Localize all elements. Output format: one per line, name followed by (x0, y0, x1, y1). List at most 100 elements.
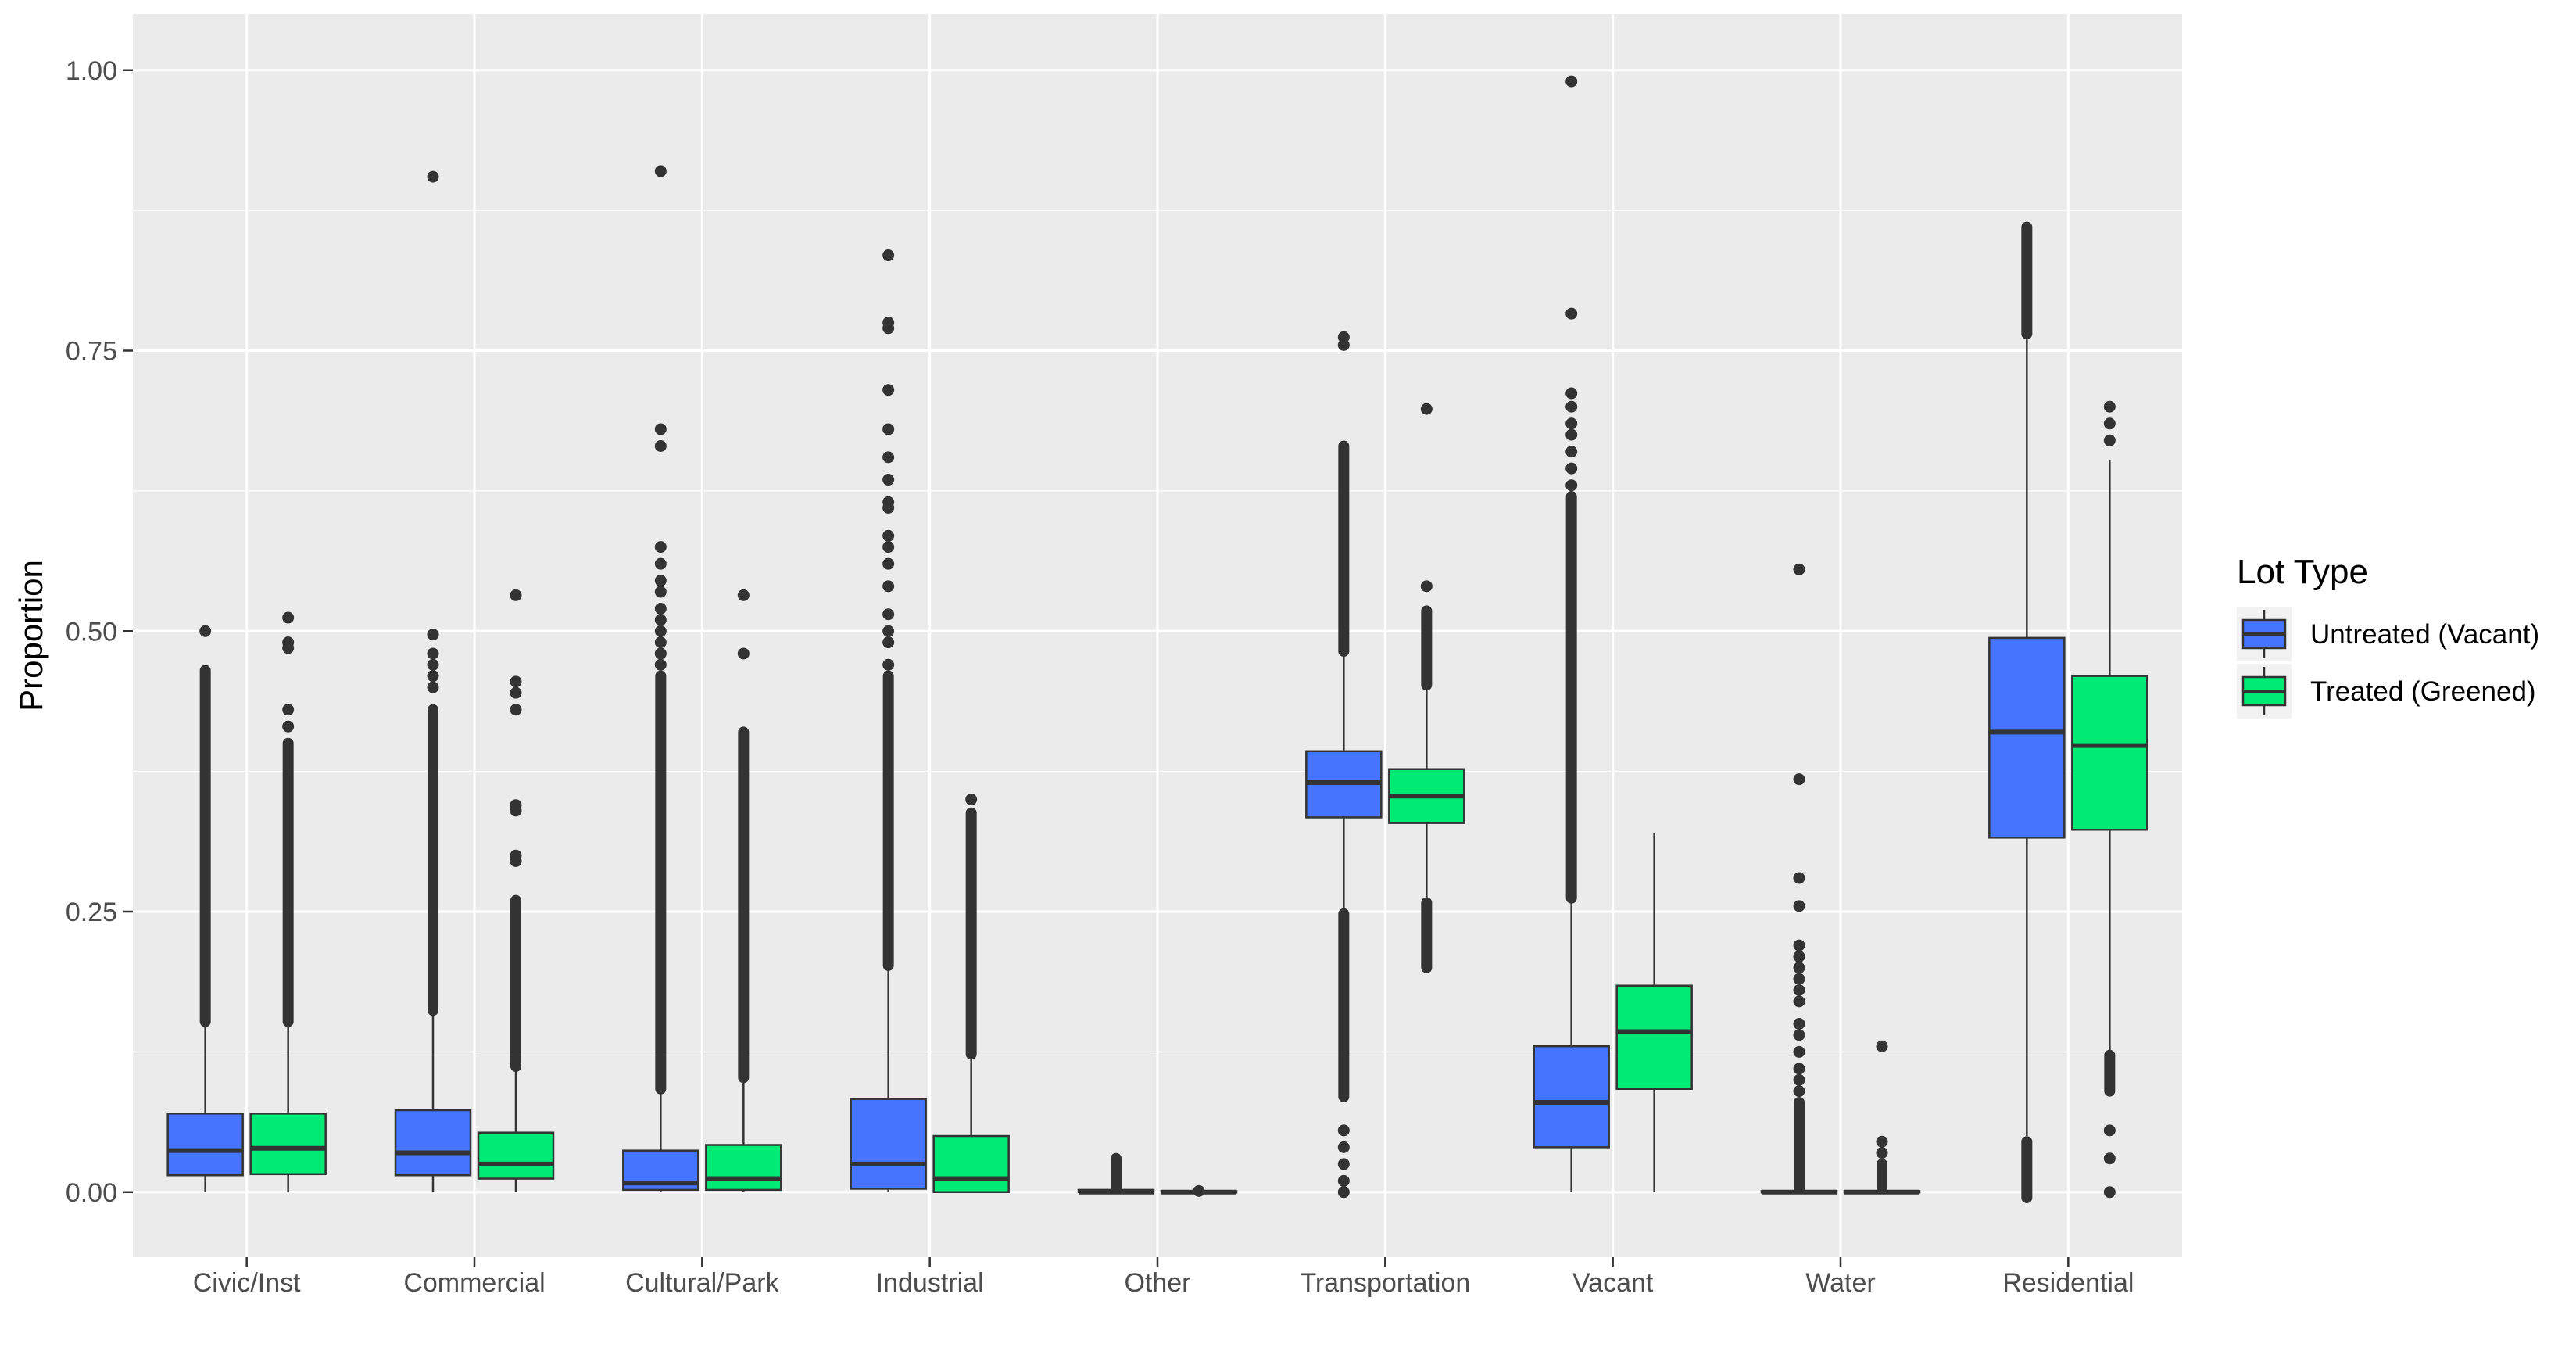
box-group (1160, 1184, 1238, 1197)
outlier-point (965, 794, 978, 806)
outlier-point (510, 799, 522, 812)
outlier-point (1793, 973, 1805, 985)
outlier-point (2103, 1152, 2116, 1165)
outlier-point (1565, 417, 1578, 430)
outlier-point (1337, 1141, 1350, 1153)
outlier-point (1793, 995, 1805, 1008)
y-tick-label: 0.00 (66, 1178, 117, 1208)
box-group (477, 589, 555, 1192)
x-tick-label: Vacant (1572, 1268, 1654, 1298)
box-group (249, 611, 327, 1192)
outlier-point (1565, 446, 1578, 458)
outlier-point (1793, 773, 1805, 786)
outlier-point (882, 557, 895, 570)
y-axis-title: Proportion (13, 560, 49, 711)
outlier-point (1876, 1040, 1888, 1052)
box (249, 1113, 327, 1176)
outlier-point (882, 529, 895, 542)
outlier-point (654, 647, 667, 660)
box-group (1533, 75, 1610, 1192)
outlier-point (1793, 1073, 1805, 1086)
outlier-point (427, 170, 439, 183)
outlier-point (882, 474, 895, 486)
outlier-point (1565, 307, 1578, 320)
outlier-point (1420, 403, 1433, 415)
outlier-point (1793, 1018, 1805, 1030)
box-group (1305, 331, 1383, 1199)
outlier-point (654, 614, 667, 626)
outlier-point (510, 589, 522, 601)
box-group (2071, 400, 2148, 1199)
box-group (1760, 563, 1838, 1195)
box-group (1388, 403, 1465, 973)
outlier-point (737, 589, 750, 601)
legend-label: Treated (Greened) (2310, 676, 2536, 707)
box-group (932, 794, 1010, 1194)
x-axis: Civic/Inst Commercial Cultural/Park Industr… (193, 1257, 2134, 1298)
box-group (1615, 833, 1693, 1192)
box (477, 1131, 555, 1180)
outlier-point (654, 165, 667, 177)
outlier-point (654, 439, 667, 452)
box (1988, 636, 2066, 839)
box (1533, 1045, 1610, 1149)
outlier-point (1193, 1184, 1205, 1197)
outlier-point (427, 658, 439, 671)
outlier-point (654, 603, 667, 615)
outlier-point (427, 629, 439, 641)
outlier-point (1337, 1186, 1350, 1199)
outlier-point (1565, 400, 1578, 413)
outlier-point (1565, 428, 1578, 441)
outlier-point (882, 580, 895, 593)
outlier-point (654, 557, 667, 570)
box-series (166, 75, 2148, 1203)
outlier-point (510, 849, 522, 862)
outlier-point (1337, 331, 1350, 343)
outlier-point (510, 686, 522, 699)
box (394, 1109, 472, 1177)
outlier-point (1793, 950, 1805, 962)
outlier-point (1793, 872, 1805, 884)
outlier-point (737, 647, 750, 660)
box (1615, 984, 1693, 1090)
box (2071, 675, 2148, 831)
outlier-point (427, 670, 439, 683)
outlier-point (199, 625, 212, 637)
outlier-point (654, 541, 667, 554)
x-tick-label: Residential (2002, 1268, 2134, 1298)
outlier-point (282, 720, 295, 733)
outlier-point (654, 625, 667, 637)
legend-title: Lot Type (2237, 553, 2368, 591)
outlier-point (1793, 1085, 1805, 1098)
outlier-point (510, 704, 522, 716)
outlier-point (882, 608, 895, 621)
outlier-point (1337, 1158, 1350, 1170)
outlier-point (2103, 1186, 2116, 1199)
y-tick-label: 1.00 (66, 56, 117, 86)
outlier-point (2103, 400, 2116, 413)
outlier-point (882, 451, 895, 464)
x-tick-label: Civic/Inst (193, 1268, 301, 1298)
outlier-point (654, 586, 667, 598)
outlier-point (882, 384, 895, 396)
outlier-point (1793, 939, 1805, 951)
outlier-point (1337, 1124, 1350, 1137)
outlier-point (1565, 387, 1578, 400)
outlier-point (1565, 75, 1578, 88)
outlier-point (1793, 1029, 1805, 1041)
y-tick-label: 0.75 (66, 337, 117, 367)
box-group (1077, 1152, 1155, 1195)
outlier-point (882, 496, 895, 508)
outlier-point (2103, 1124, 2116, 1137)
outlier-point (1565, 462, 1578, 475)
outlier-point (654, 636, 667, 649)
outlier-point (1876, 1135, 1888, 1148)
x-tick-label: Commercial (403, 1268, 545, 1298)
outlier-point (1793, 900, 1805, 912)
box-group (166, 625, 244, 1192)
y-axis: 0.00 0.25 0.50 0.75 1.00 (66, 56, 133, 1208)
outlier-point (882, 249, 895, 262)
outlier-point (2103, 417, 2116, 430)
outlier-point (1420, 580, 1433, 593)
